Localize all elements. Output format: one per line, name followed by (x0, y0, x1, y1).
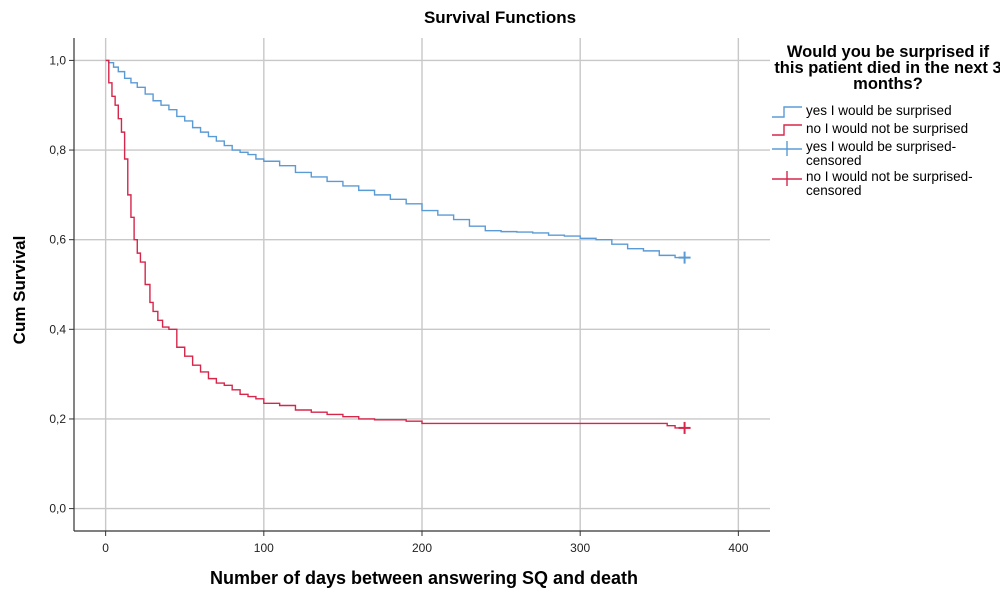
legend-step-symbol (772, 124, 802, 136)
legend-label: no I would not be surprised (806, 121, 969, 136)
legend-item: yes I would be surprised-censored (770, 140, 998, 168)
legend-label: no I would not be surprised-censored (806, 169, 973, 198)
legend-step-symbol (772, 106, 802, 118)
y-tick-label: 0,0 (49, 502, 66, 516)
y-axis-label: Cum Survival (10, 235, 29, 345)
x-tick-label: 300 (570, 541, 590, 555)
legend: Would you be surprised if this patient d… (770, 43, 1000, 200)
x-tick-label: 100 (254, 541, 274, 555)
legend-item: no I would not be surprised-censored (770, 170, 998, 198)
y-tick-label: 0,6 (49, 233, 66, 247)
x-tick-label: 400 (728, 541, 748, 555)
y-tick-label: 1,0 (49, 53, 66, 67)
x-tick-label: 200 (412, 541, 432, 555)
legend-label: yes I would be surprised (806, 103, 952, 118)
y-tick-label: 0,8 (49, 143, 66, 157)
chart-title: Survival Functions (423, 8, 577, 27)
censored-marker-yes-surprised (678, 251, 691, 264)
legend-plus-symbol (772, 171, 802, 186)
legend-items: yes I would be surprised no I would not b… (770, 104, 998, 198)
legend-item: no I would not be surprised (770, 122, 998, 138)
legend-title: Would you be surprised if this patient d… (774, 43, 1000, 93)
x-axis-label: Number of days between answering SQ and … (209, 568, 639, 588)
legend-label: yes I would be surprised-censored (806, 139, 957, 168)
y-tick-label: 0,2 (49, 412, 66, 426)
series-line-not-surprised (105, 59, 685, 429)
censored-marker-not-surprised (678, 421, 691, 434)
series-line-yes-surprised (105, 59, 685, 259)
x-tick-label: 0 (102, 541, 109, 555)
y-tick-label: 0,4 (49, 322, 66, 336)
legend-item: yes I would be surprised (770, 104, 998, 120)
legend-plus-symbol (772, 141, 802, 156)
